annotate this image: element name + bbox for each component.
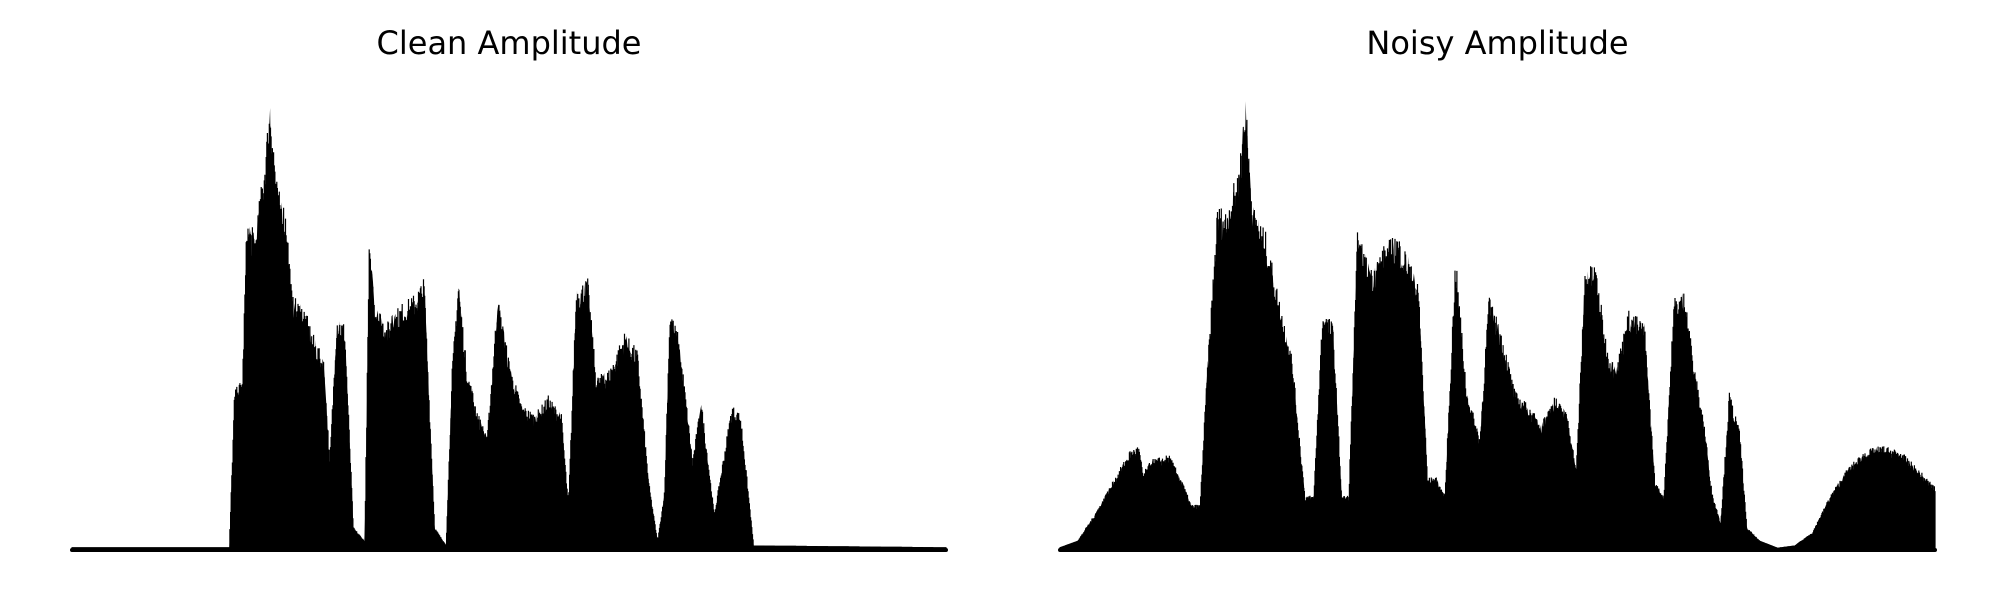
waveform-peaks bbox=[71, 123, 947, 550]
noisy-amplitude-panel: Noisy Amplitude bbox=[1000, 0, 2000, 600]
waveform-1 bbox=[1058, 101, 1937, 552]
noisy-amplitude-plot bbox=[1058, 101, 1937, 552]
clean-amplitude-plot bbox=[70, 108, 948, 552]
chart-title-clean: Clean Amplitude bbox=[376, 24, 642, 62]
waveform-0 bbox=[70, 108, 948, 552]
clean-amplitude-panel: Clean Amplitude bbox=[70, 24, 948, 552]
waveform-peaks bbox=[1059, 119, 1936, 550]
chart-title-noisy: Noisy Amplitude bbox=[1366, 24, 1629, 62]
